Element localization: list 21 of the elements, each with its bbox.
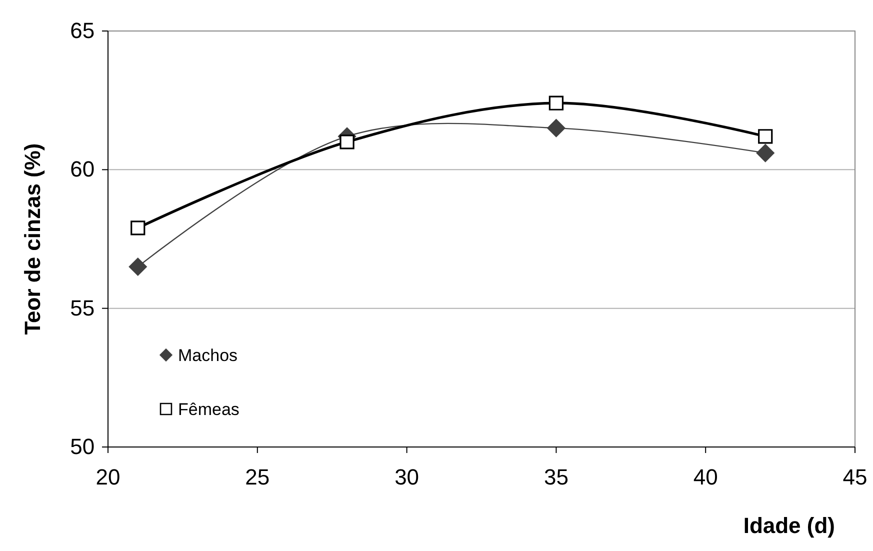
x-tick-label: 20 [96, 464, 120, 490]
x-tick-label: 35 [544, 464, 568, 490]
x-tick-label: 45 [842, 464, 868, 490]
y-tick-label: 55 [70, 295, 95, 320]
y-tick-label: 50 [70, 434, 95, 460]
point [758, 129, 773, 144]
y-tick-label: 65 [70, 18, 95, 44]
point [756, 144, 775, 162]
legend-label: Fêmeas [178, 400, 240, 419]
point [340, 134, 354, 150]
point [130, 220, 146, 236]
x-tick-label: 40 [693, 464, 718, 490]
legend-label: Machos [178, 346, 238, 365]
point [548, 96, 564, 110]
x-axis-title: Idade (d) [743, 513, 835, 538]
point [546, 118, 566, 138]
y-tick-label: 60 [70, 156, 95, 182]
x-tick-label: 30 [394, 464, 420, 490]
y-axis-title: Teor de cinzas (%) [20, 143, 45, 335]
point [128, 257, 148, 276]
x-tick-label: 25 [245, 464, 270, 490]
